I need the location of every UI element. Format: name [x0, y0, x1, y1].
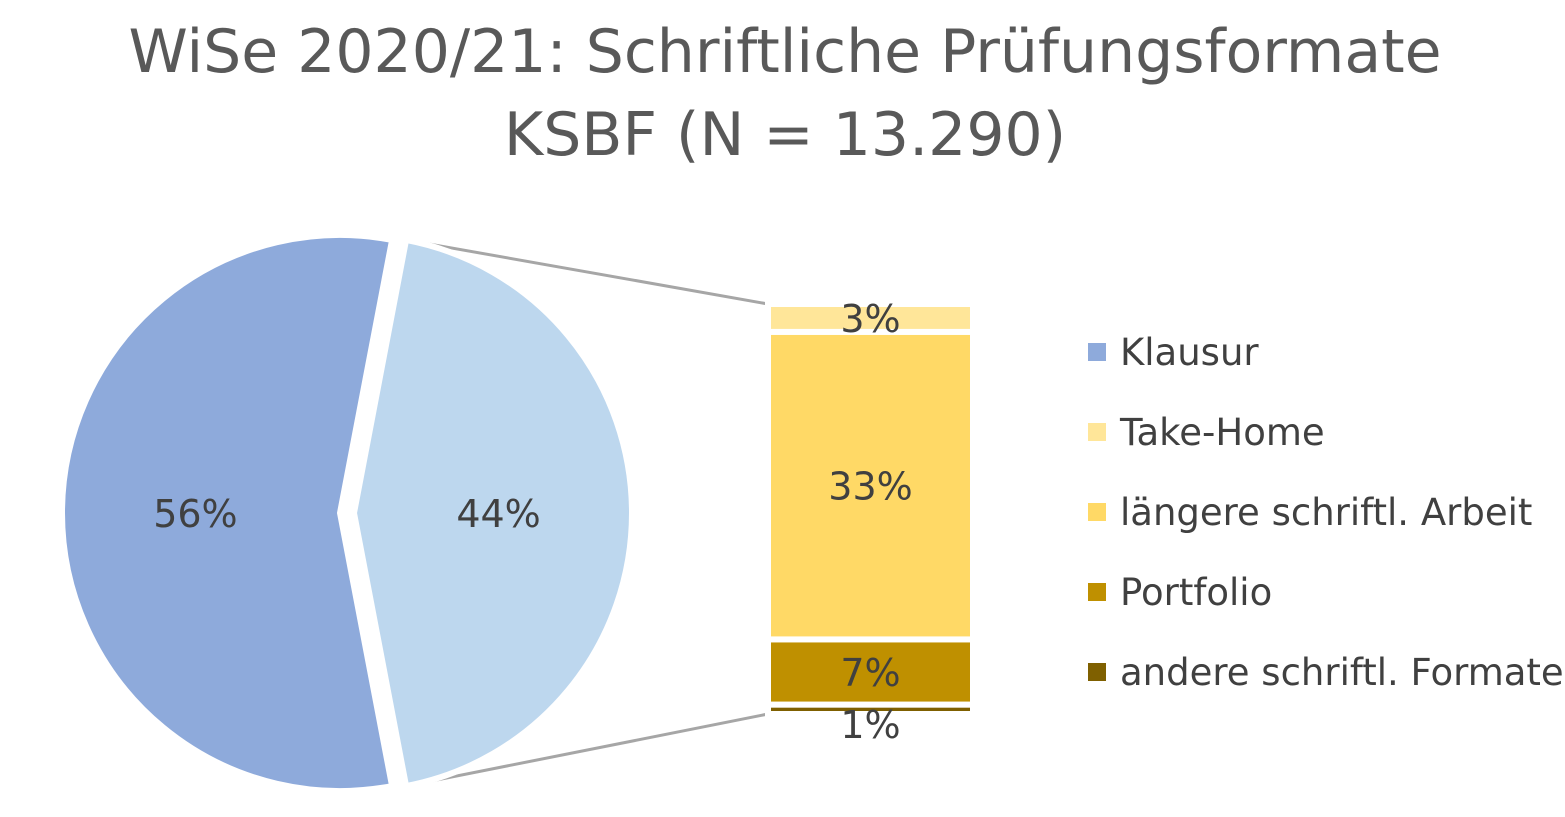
bar-segment-label: 1%	[840, 703, 900, 747]
bar-segment-andere-schriftl-formate	[765, 701, 976, 718]
legend-label-portfolio: Portfolio	[1120, 571, 1272, 614]
connector-line-top	[405, 238, 769, 306]
legend-label-andere-schriftl-formate: andere schriftl. Formate	[1120, 651, 1564, 694]
chart-subtitle: KSBF (N = 13.290)	[504, 100, 1066, 170]
legend-label-klausur: Klausur	[1120, 331, 1259, 374]
legend-swatch-take-home	[1088, 423, 1106, 441]
bar-segment-label: 3%	[840, 297, 900, 341]
connector-lines	[405, 238, 769, 788]
bar-segment-label: 33%	[828, 465, 912, 509]
pie-slice-label: 44%	[456, 492, 540, 536]
legend-label-l-ngere-schriftl-arbeit: längere schriftl. Arbeit	[1120, 491, 1532, 534]
stacked-bar: 3% 33% 7% 1%	[765, 297, 976, 747]
pie-slice-label: 56%	[153, 492, 237, 536]
legend: Klausur Take-Home längere schriftl. Arbeit…	[1088, 331, 1564, 694]
pie-slice-klausur	[59, 232, 396, 794]
chart-title: WiSe 2020/21: Schriftliche Prüfungsforma…	[128, 17, 1441, 87]
legend-swatch-l-ngere-schriftl-arbeit	[1088, 503, 1106, 521]
connector-line-bottom	[405, 712, 769, 788]
legend-swatch-portfolio	[1088, 583, 1106, 601]
legend-swatch-klausur	[1088, 343, 1106, 361]
bar-segment-l-ngere-schriftl-arbeit	[765, 328, 976, 643]
pie: 56% 44%	[59, 232, 635, 794]
legend-swatch-andere-schriftl-formate	[1088, 663, 1106, 681]
pie-slice-other	[351, 236, 635, 790]
legend-label-take-home: Take-Home	[1119, 411, 1325, 454]
bar-segment-label: 7%	[840, 651, 900, 695]
